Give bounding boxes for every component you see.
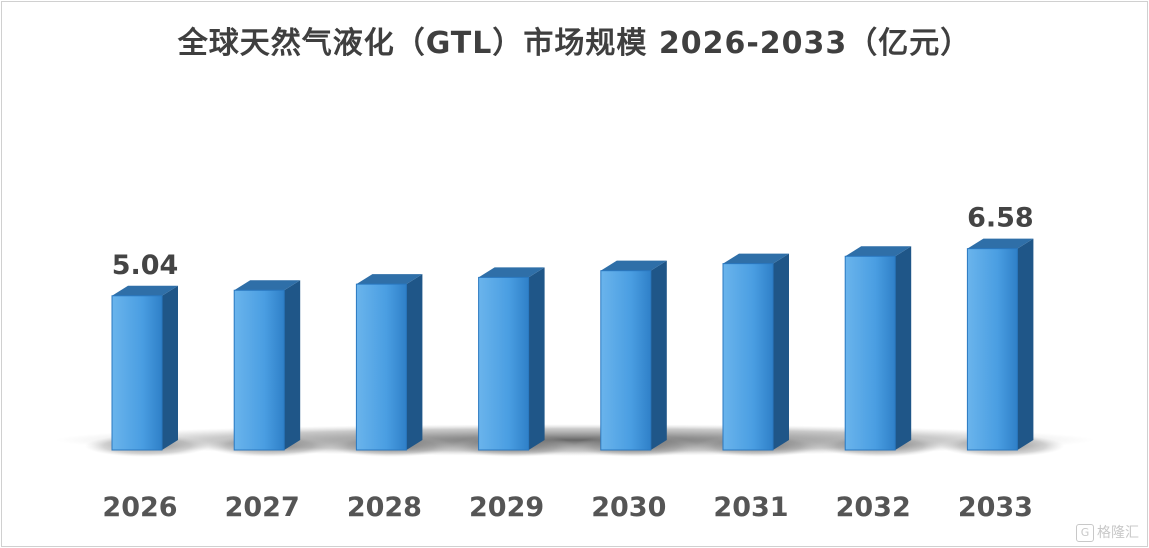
- x-tick-label: 2033: [958, 492, 1033, 523]
- bar-side: [406, 274, 423, 450]
- x-tick-label: 2026: [102, 492, 177, 523]
- data-label: 6.58: [967, 203, 1034, 234]
- x-axis-labels: 2026 2027 2028 2029 2030 2031 2032 2033: [102, 492, 1033, 523]
- bar-top: [600, 260, 667, 271]
- x-tick-label: 2032: [836, 492, 911, 523]
- bar-front: [111, 295, 163, 451]
- bar-top: [234, 280, 301, 291]
- watermark: G 格隆汇: [1076, 522, 1139, 542]
- bar-2031: [696, 253, 820, 457]
- bar-front: [355, 283, 407, 451]
- bar-2030: [573, 260, 698, 457]
- floor-shadow: [55, 424, 1095, 456]
- watermark-text: 格隆汇: [1097, 525, 1139, 541]
- bar-front: [966, 248, 1018, 451]
- bar-front: [722, 263, 774, 451]
- x-tick-label: 2028: [347, 492, 422, 523]
- chart-title: 全球天然气液化（GTL）市场规模 2026-2033（亿元）: [177, 26, 972, 61]
- x-tick-label: 2030: [591, 492, 666, 523]
- bar-2026: [85, 285, 209, 457]
- x-tick-label: 2031: [713, 492, 788, 523]
- x-tick-label: 2029: [469, 492, 544, 523]
- bar-top: [356, 274, 423, 285]
- bar-front: [478, 276, 530, 451]
- bar-front: [600, 270, 652, 451]
- bar-2032: [818, 246, 943, 457]
- bar-2028: [329, 274, 454, 457]
- bar-side: [1017, 238, 1034, 450]
- bar-side: [773, 253, 789, 450]
- bar-top: [967, 238, 1034, 249]
- bar-top: [845, 246, 912, 257]
- x-tick-label: 2027: [225, 492, 300, 523]
- bar-front: [233, 289, 285, 451]
- watermark-logo-icon: G: [1076, 524, 1094, 542]
- data-label: 5.04: [112, 250, 179, 281]
- bar-2027: [207, 280, 332, 457]
- floor-shadow-band: [55, 424, 1095, 456]
- bar-2033: [940, 238, 1065, 457]
- bar-top: [723, 253, 789, 264]
- bar-side: [528, 267, 545, 450]
- bar-side: [162, 285, 178, 450]
- bar-top: [112, 285, 178, 296]
- bar-top: [478, 267, 545, 278]
- bar-front: [844, 255, 896, 451]
- bar-side: [650, 260, 667, 450]
- bar-side: [895, 246, 912, 450]
- bar-2029: [451, 267, 576, 457]
- data-labels: 5.04 6.58: [112, 203, 1034, 281]
- bar-side: [284, 280, 301, 450]
- bars-group: [85, 238, 1065, 457]
